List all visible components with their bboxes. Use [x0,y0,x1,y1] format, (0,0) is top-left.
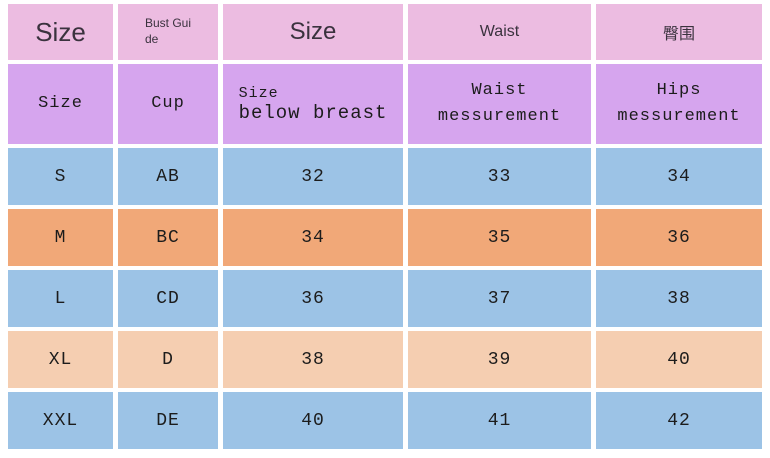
table-row-l: L CD 36 37 38 [8,270,762,327]
header-bust-guide-label: Bust Gui de [144,16,192,46]
subheader-size-label: Size [38,93,83,113]
header-bust-guide-col: Bust Gui de [118,4,218,60]
cell-waist: 35 [408,209,591,266]
subheader-hips-label: Hips messurement [617,80,741,126]
cell-hips: 42 [596,392,762,449]
subheader-size-col: Size [8,64,113,144]
cell-hips: 40 [596,331,762,388]
cell-waist: 37 [408,270,591,327]
subheader-hips-col: Hips messurement [596,64,762,144]
subheader-cup-label: Cup [151,93,185,113]
cell-under-bust: 32 [223,148,403,205]
cell-hips: 34 [596,148,762,205]
header-hips-cn-label: 臀围 [662,26,695,43]
size-chart-table: Size Bust Gui de Size Waist 臀围 Size Cup … [3,0,767,453]
cell-cup: D [118,331,218,388]
subheader-waist-label: Waist messurement [437,80,562,126]
cell-cup: AB [118,148,218,205]
header-waist-col: Waist [408,4,591,60]
header-waist-label: Waist [479,23,520,40]
cell-hips: 36 [596,209,762,266]
cell-cup: CD [118,270,218,327]
header-size2-col: Size [223,4,403,60]
table-row-xxl: XXL DE 40 41 42 [8,392,762,449]
header-size-col: Size [8,4,113,60]
cell-hips: 38 [596,270,762,327]
header-row-secondary: Size Cup Size below breast Waist messure… [8,64,762,144]
cell-size: M [8,209,113,266]
table-row-m: M BC 34 35 36 [8,209,762,266]
header-hips-cn-col: 臀围 [596,4,762,60]
cell-cup: DE [118,392,218,449]
cell-waist: 41 [408,392,591,449]
subheader-cup-col: Cup [118,64,218,144]
subheader-underbust-label: Size below breast [238,84,388,124]
table-row-s: S AB 32 33 34 [8,148,762,205]
cell-under-bust: 38 [223,331,403,388]
cell-size: XXL [8,392,113,449]
table-row-xl: XL D 38 39 40 [8,331,762,388]
header-size2-label: Size [289,18,337,45]
subheader-waist-col: Waist messurement [408,64,591,144]
cell-under-bust: 36 [223,270,403,327]
cell-under-bust: 40 [223,392,403,449]
cell-cup: BC [118,209,218,266]
header-size-label: Size [35,16,86,47]
cell-size: L [8,270,113,327]
cell-under-bust: 34 [223,209,403,266]
cell-waist: 33 [408,148,591,205]
subheader-underbust-col: Size below breast [223,64,403,144]
cell-size: XL [8,331,113,388]
header-row-primary: Size Bust Gui de Size Waist 臀围 [8,4,762,60]
cell-waist: 39 [408,331,591,388]
cell-size: S [8,148,113,205]
